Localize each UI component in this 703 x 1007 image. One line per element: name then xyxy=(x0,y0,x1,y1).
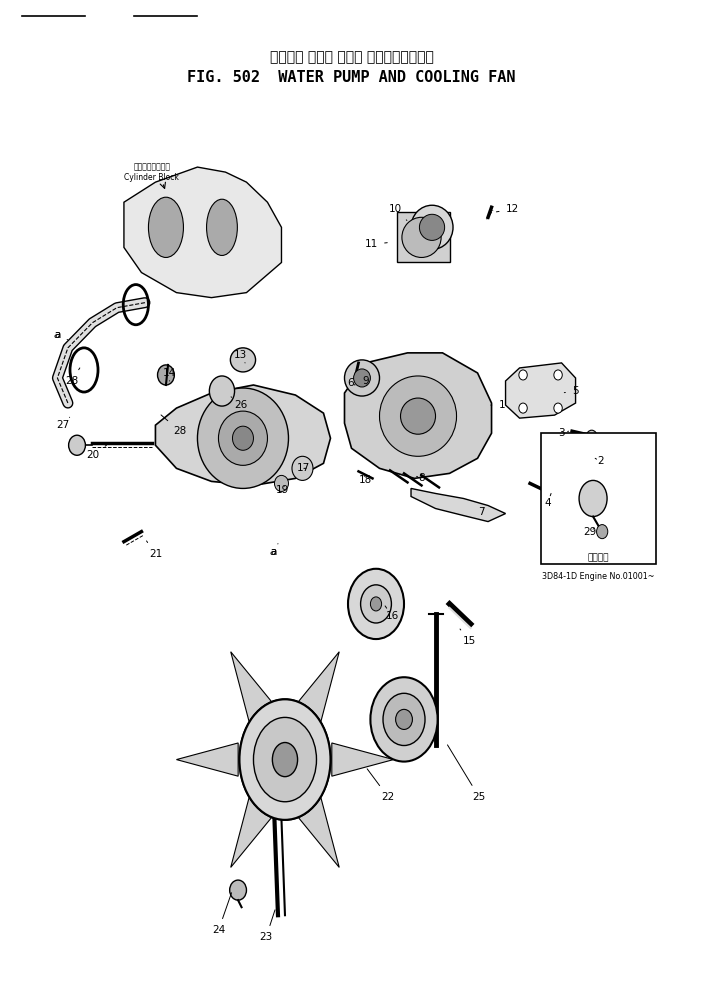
Ellipse shape xyxy=(597,525,608,539)
Polygon shape xyxy=(231,798,274,867)
Text: 3: 3 xyxy=(558,428,569,438)
Text: 19: 19 xyxy=(276,485,290,495)
Ellipse shape xyxy=(380,376,456,456)
Ellipse shape xyxy=(554,370,562,380)
Ellipse shape xyxy=(519,403,527,413)
Text: 7: 7 xyxy=(478,507,484,517)
Ellipse shape xyxy=(272,742,297,776)
Ellipse shape xyxy=(219,411,267,465)
Ellipse shape xyxy=(240,699,330,820)
Ellipse shape xyxy=(586,430,598,444)
Text: a: a xyxy=(54,329,61,339)
Ellipse shape xyxy=(361,585,392,623)
Ellipse shape xyxy=(383,693,425,745)
Text: 29: 29 xyxy=(583,527,596,537)
Text: a: a xyxy=(54,329,67,339)
Ellipse shape xyxy=(231,347,256,372)
Text: 8: 8 xyxy=(417,473,425,483)
Ellipse shape xyxy=(402,218,441,258)
Polygon shape xyxy=(155,385,330,485)
Text: 24: 24 xyxy=(212,893,231,936)
Ellipse shape xyxy=(579,480,607,517)
Text: 18: 18 xyxy=(359,475,372,485)
Ellipse shape xyxy=(344,359,380,396)
Text: 6: 6 xyxy=(347,378,355,388)
Ellipse shape xyxy=(348,569,404,639)
Text: 25: 25 xyxy=(448,745,486,802)
Ellipse shape xyxy=(370,678,438,761)
Text: 23: 23 xyxy=(259,910,275,943)
Ellipse shape xyxy=(354,369,370,387)
Text: 27: 27 xyxy=(56,417,70,430)
FancyBboxPatch shape xyxy=(541,433,656,564)
Text: 10: 10 xyxy=(388,204,407,221)
Ellipse shape xyxy=(254,717,316,802)
Ellipse shape xyxy=(69,435,86,455)
Text: 28: 28 xyxy=(65,368,80,386)
Ellipse shape xyxy=(593,457,607,473)
Text: 2: 2 xyxy=(595,456,603,466)
Text: FIG. 502  WATER PUMP AND COOLING FAN: FIG. 502 WATER PUMP AND COOLING FAN xyxy=(187,70,516,86)
Text: 15: 15 xyxy=(460,629,476,646)
Ellipse shape xyxy=(401,398,436,434)
Ellipse shape xyxy=(274,475,288,491)
Ellipse shape xyxy=(209,376,235,406)
Polygon shape xyxy=(344,352,491,478)
Polygon shape xyxy=(296,652,340,721)
Polygon shape xyxy=(332,743,394,776)
Ellipse shape xyxy=(254,717,316,802)
Text: 4: 4 xyxy=(544,493,551,509)
Text: 20: 20 xyxy=(86,445,106,460)
Ellipse shape xyxy=(148,197,183,258)
Ellipse shape xyxy=(230,880,247,900)
Polygon shape xyxy=(411,488,505,522)
Text: 13: 13 xyxy=(234,349,247,363)
Text: 22: 22 xyxy=(367,768,394,802)
Ellipse shape xyxy=(370,597,382,611)
Text: 12: 12 xyxy=(496,204,520,214)
Ellipse shape xyxy=(240,699,330,820)
Bar xyxy=(397,212,449,263)
Ellipse shape xyxy=(396,709,413,729)
Text: a: a xyxy=(270,544,278,557)
Ellipse shape xyxy=(546,486,560,502)
Ellipse shape xyxy=(411,205,453,250)
Text: 9: 9 xyxy=(362,376,369,386)
Text: 5: 5 xyxy=(565,386,579,396)
Polygon shape xyxy=(124,167,281,298)
Ellipse shape xyxy=(198,388,288,488)
Text: 3D84-1D Engine No.01001~: 3D84-1D Engine No.01001~ xyxy=(542,572,654,581)
Ellipse shape xyxy=(420,214,444,241)
Text: 1: 1 xyxy=(491,400,505,410)
Text: 14: 14 xyxy=(163,368,176,381)
Text: 17: 17 xyxy=(297,463,311,473)
Text: ウォータ ポンプ および クーリングファン: ウォータ ポンプ および クーリングファン xyxy=(269,50,434,64)
Polygon shape xyxy=(231,652,274,721)
Text: シリンダブロック
Cylinder Block: シリンダブロック Cylinder Block xyxy=(124,163,179,182)
Text: 16: 16 xyxy=(385,606,399,621)
Text: 11: 11 xyxy=(364,240,387,250)
Text: 適用号機: 適用号機 xyxy=(587,554,609,563)
Ellipse shape xyxy=(292,456,313,480)
Text: 28: 28 xyxy=(161,415,186,436)
Ellipse shape xyxy=(554,403,562,413)
Ellipse shape xyxy=(519,370,527,380)
Ellipse shape xyxy=(233,426,254,450)
Polygon shape xyxy=(505,363,576,418)
Ellipse shape xyxy=(207,199,238,256)
Text: 26: 26 xyxy=(231,397,247,410)
Polygon shape xyxy=(176,743,238,776)
Text: 21: 21 xyxy=(146,541,162,559)
Ellipse shape xyxy=(272,742,297,776)
Text: a: a xyxy=(270,547,276,557)
Polygon shape xyxy=(296,798,340,867)
Ellipse shape xyxy=(157,365,174,385)
